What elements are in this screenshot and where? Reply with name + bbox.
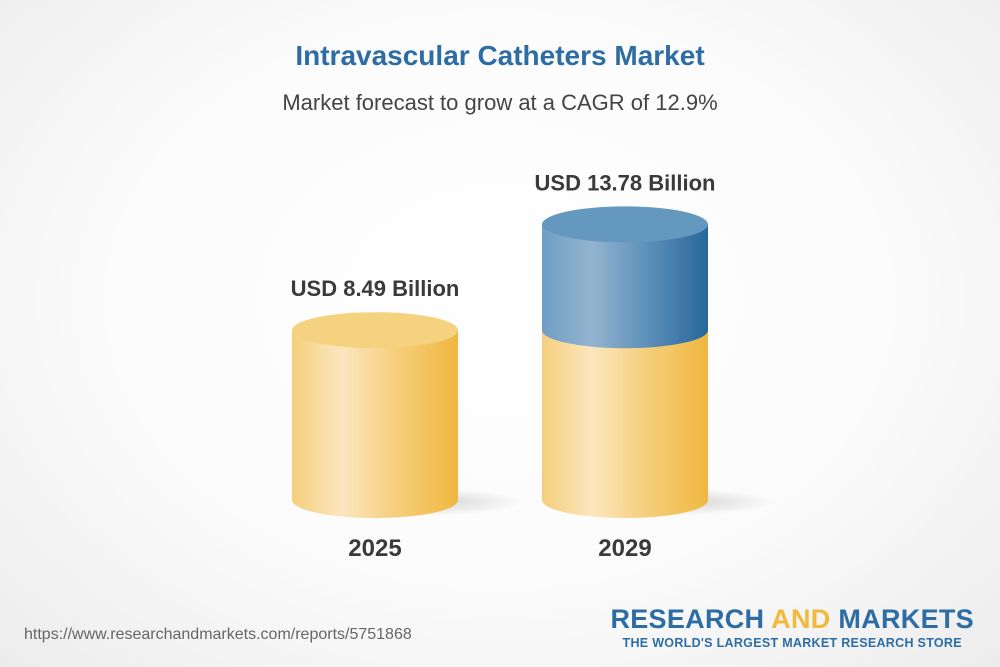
- data-label: USD 13.78 Billion: [535, 170, 716, 195]
- bar-top-ellipse: [292, 312, 458, 349]
- bar-2025-base: [292, 330, 458, 518]
- research-and-markets-logo: RESEARCH AND MARKETS THE WORLD'S LARGEST…: [610, 604, 974, 650]
- category-label: 2029: [598, 535, 651, 562]
- bar-2029-growth: [542, 224, 708, 349]
- bar-2029-base: [542, 330, 708, 518]
- data-label: USD 8.49 Billion: [291, 276, 460, 301]
- chart-title: Intravascular Catheters Market: [295, 40, 705, 71]
- source-url[interactable]: https://www.researchandmarkets.com/repor…: [24, 626, 412, 643]
- chart-subtitle: Market forecast to grow at a CAGR of 12.…: [282, 90, 718, 115]
- bar-top-ellipse: [542, 206, 708, 243]
- category-label: 2025: [348, 535, 401, 562]
